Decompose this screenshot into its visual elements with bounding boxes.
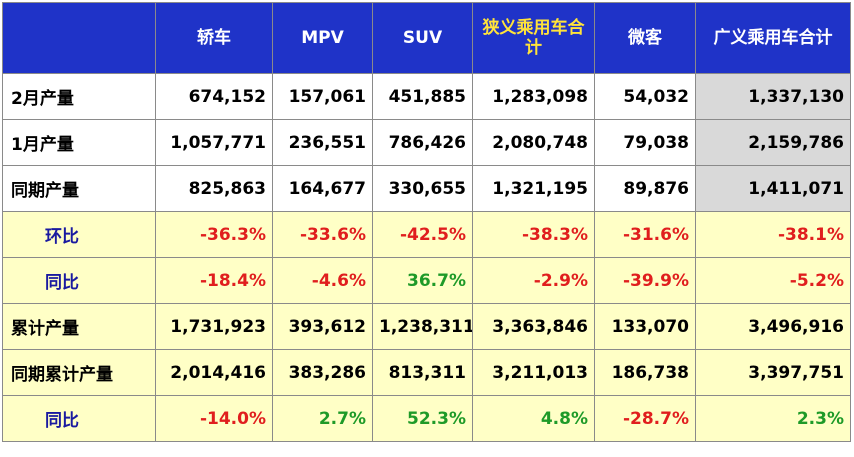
- table-cell: 786,426: [372, 119, 473, 166]
- table-cell: 1,238,311: [372, 303, 473, 350]
- table-cell-percent: -14.0%: [155, 395, 273, 442]
- header-corner-cell: [2, 2, 156, 74]
- table-cell-percent: -38.3%: [472, 211, 595, 258]
- table-row: 累计产量 1,731,923 393,612 1,238,311 3,363,8…: [2, 303, 851, 350]
- table-cell-total: 3,496,916: [695, 303, 851, 350]
- table-cell: 393,612: [272, 303, 373, 350]
- table-cell: 330,655: [372, 165, 473, 212]
- table-cell-total: 1,411,071: [695, 165, 851, 212]
- table-cell: 79,038: [594, 119, 696, 166]
- table-cell-percent: -38.1%: [695, 211, 851, 258]
- table-row: 同期累计产量 2,014,416 383,286 813,311 3,211,0…: [2, 349, 851, 396]
- table-cell: 1,057,771: [155, 119, 273, 166]
- row-label: 1月产量: [2, 119, 156, 166]
- table-row: 同期产量 825,863 164,677 330,655 1,321,195 8…: [2, 165, 851, 212]
- table-cell: 2,014,416: [155, 349, 273, 396]
- row-label: 2月产量: [2, 73, 156, 120]
- table-cell-percent: -39.9%: [594, 257, 696, 304]
- header-sedan: 轿车: [155, 2, 273, 74]
- table-cell: 54,032: [594, 73, 696, 120]
- table-cell: 1,731,923: [155, 303, 273, 350]
- table-cell-percent: 36.7%: [372, 257, 473, 304]
- table-row: 2月产量 674,152 157,061 451,885 1,283,098 5…: [2, 73, 851, 120]
- table-cell-percent: -2.9%: [472, 257, 595, 304]
- table-cell: 451,885: [372, 73, 473, 120]
- table-cell-percent: -5.2%: [695, 257, 851, 304]
- table-row: 1月产量 1,057,771 236,551 786,426 2,080,748…: [2, 119, 851, 166]
- table-cell: 157,061: [272, 73, 373, 120]
- production-table: 轿车 MPV SUV 狭义乘用车合计 微客 广义乘用车合计 2月产量 674,1…: [2, 2, 851, 442]
- table-cell-total: 2,159,786: [695, 119, 851, 166]
- table-cell: 3,211,013: [472, 349, 595, 396]
- row-label: 同比: [2, 395, 156, 442]
- table-cell: 383,286: [272, 349, 373, 396]
- table-cell-percent: 52.3%: [372, 395, 473, 442]
- table-row: 环比 -36.3% -33.6% -42.5% -38.3% -31.6% -3…: [2, 211, 851, 258]
- table-row: 同比 -18.4% -4.6% 36.7% -2.9% -39.9% -5.2%: [2, 257, 851, 304]
- table-cell-percent: 2.7%: [272, 395, 373, 442]
- header-minivan: 微客: [594, 2, 696, 74]
- table-cell: 825,863: [155, 165, 273, 212]
- table-cell-percent: 2.3%: [695, 395, 851, 442]
- table-cell-percent: -4.6%: [272, 257, 373, 304]
- table-cell-total: 3,397,751: [695, 349, 851, 396]
- row-label: 同期产量: [2, 165, 156, 212]
- table-cell: 2,080,748: [472, 119, 595, 166]
- table-cell-total: 1,337,130: [695, 73, 851, 120]
- table-cell: 164,677: [272, 165, 373, 212]
- table-cell: 236,551: [272, 119, 373, 166]
- table-cell-percent: -36.3%: [155, 211, 273, 258]
- row-label: 环比: [2, 211, 156, 258]
- table-cell-percent: 4.8%: [472, 395, 595, 442]
- header-broad-total: 广义乘用车合计: [695, 2, 851, 74]
- header-narrow-total: 狭义乘用车合计: [472, 2, 595, 74]
- row-label: 同比: [2, 257, 156, 304]
- header-mpv: MPV: [272, 2, 373, 74]
- table-cell-percent: -31.6%: [594, 211, 696, 258]
- table-cell: 186,738: [594, 349, 696, 396]
- table-cell: 674,152: [155, 73, 273, 120]
- table-cell: 133,070: [594, 303, 696, 350]
- header-suv: SUV: [372, 2, 473, 74]
- table-cell-percent: -42.5%: [372, 211, 473, 258]
- row-label: 累计产量: [2, 303, 156, 350]
- table-cell-percent: -33.6%: [272, 211, 373, 258]
- table-cell: 3,363,846: [472, 303, 595, 350]
- table-cell: 813,311: [372, 349, 473, 396]
- row-label: 同期累计产量: [2, 349, 156, 396]
- table-cell: 1,283,098: [472, 73, 595, 120]
- table-row: 同比 -14.0% 2.7% 52.3% 4.8% -28.7% 2.3%: [2, 395, 851, 442]
- table-header-row: 轿车 MPV SUV 狭义乘用车合计 微客 广义乘用车合计: [2, 2, 851, 74]
- table-cell-percent: -18.4%: [155, 257, 273, 304]
- table-cell: 89,876: [594, 165, 696, 212]
- table-cell-percent: -28.7%: [594, 395, 696, 442]
- table-cell: 1,321,195: [472, 165, 595, 212]
